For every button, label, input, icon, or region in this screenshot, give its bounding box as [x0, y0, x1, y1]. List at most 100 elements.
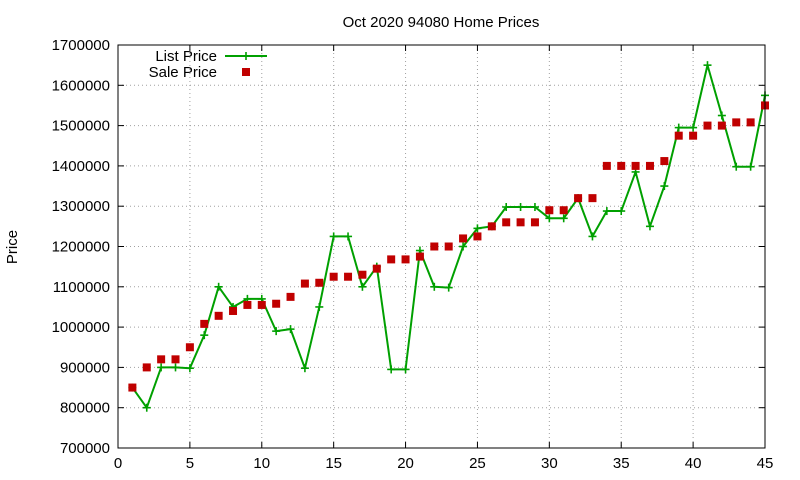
sale-price-point — [200, 319, 209, 328]
sale-price-point — [631, 161, 640, 170]
list-price-point — [746, 162, 755, 171]
legend-marker-list-price — [242, 52, 250, 60]
sale-price-point — [171, 355, 180, 364]
list-price-point — [645, 222, 654, 231]
list-price-point — [200, 331, 209, 340]
sale-price-point — [157, 355, 166, 364]
sale-price-point — [502, 218, 511, 227]
list-price-point — [602, 207, 611, 216]
y-tick-label: 1600000 — [52, 77, 110, 94]
list-price-point — [660, 182, 669, 191]
series-line-list-price — [131, 64, 766, 409]
x-tick-label: 30 — [541, 455, 558, 472]
sale-price-point — [430, 242, 439, 251]
x-tick-label: 40 — [685, 455, 702, 472]
y-tick-label: 1400000 — [52, 158, 110, 175]
list-price-point — [272, 327, 281, 336]
sale-price-point — [128, 383, 137, 392]
list-price-point — [459, 242, 468, 251]
sale-price-point — [344, 272, 353, 281]
sale-price-point — [459, 234, 468, 243]
y-tick-label: 800000 — [60, 400, 110, 417]
sale-price-point — [545, 206, 554, 215]
list-price-point — [516, 203, 525, 212]
list-price-point — [559, 214, 568, 223]
sale-price-point — [689, 131, 698, 140]
sale-price-point — [617, 161, 626, 170]
list-price-point — [502, 203, 511, 212]
sale-price-point — [401, 255, 410, 264]
x-tick-label: 5 — [186, 455, 194, 472]
sale-price-point — [300, 279, 309, 288]
list-price-point — [717, 111, 726, 120]
sale-price-point — [444, 242, 453, 251]
sale-price-point — [574, 194, 583, 203]
list-price-point — [473, 224, 482, 233]
sale-price-point — [243, 300, 252, 309]
sale-price-point — [746, 118, 755, 127]
list-price-point — [617, 207, 626, 216]
sale-price-point — [415, 252, 424, 261]
list-price-point — [530, 203, 539, 212]
sale-price-point — [329, 272, 338, 281]
sale-price-point — [286, 292, 295, 301]
y-tick-label: 700000 — [60, 440, 110, 457]
sale-price-point — [530, 218, 539, 227]
plot-frame — [117, 44, 766, 449]
sale-price-point — [717, 121, 726, 130]
y-axis-label: Price — [4, 230, 21, 264]
sale-price-point — [645, 161, 654, 170]
list-price-point — [674, 123, 683, 132]
list-price-point — [185, 364, 194, 373]
sale-price-point — [358, 270, 367, 279]
sale-price-point — [315, 278, 324, 287]
sale-price-point — [387, 255, 396, 264]
list-price-point — [344, 232, 353, 241]
y-tick-label: 1000000 — [52, 319, 110, 336]
list-price-point — [444, 283, 453, 292]
x-tick-label: 35 — [613, 455, 630, 472]
sale-price-point — [142, 363, 151, 372]
list-price-point — [157, 363, 166, 372]
y-tick-label: 900000 — [60, 359, 110, 376]
list-price-point — [703, 61, 712, 70]
legend-label-sale-price: Sale Price — [149, 64, 217, 81]
list-price-point — [358, 282, 367, 291]
list-price-point — [286, 325, 295, 334]
list-price-point — [401, 365, 410, 374]
sale-price-point — [272, 299, 281, 308]
y-tick-label: 1100000 — [53, 279, 110, 296]
y-tick-label: 1200000 — [52, 239, 110, 256]
x-tick-label: 45 — [757, 455, 774, 472]
axis-ticks: 0 5 10 15 20 25 30 35 40 45 700000 800000 900000 1000… — [52, 37, 774, 472]
plot-area — [128, 61, 769, 412]
grid — [118, 45, 765, 448]
y-tick-label: 1500000 — [52, 118, 110, 135]
x-tick-label: 20 — [397, 455, 414, 472]
x-tick-label: 10 — [253, 455, 270, 472]
legend-swatch-sale-price — [242, 68, 250, 76]
sale-price-point — [703, 121, 712, 130]
chart-title: Oct 2020 94080 Home Prices — [343, 14, 540, 31]
sale-price-point — [185, 343, 194, 352]
list-price-point — [171, 363, 180, 372]
list-price-point — [545, 214, 554, 223]
legend: List Price Sale Price — [149, 48, 267, 81]
sale-price-point — [257, 300, 266, 309]
x-tick-label: 15 — [325, 455, 342, 472]
list-price-point — [588, 232, 597, 241]
x-tick-label: 0 — [114, 455, 122, 472]
sale-price-point — [660, 157, 669, 166]
list-price-point — [732, 162, 741, 171]
sale-price-point — [372, 264, 381, 273]
list-price-point — [329, 232, 338, 241]
sale-price-point — [674, 131, 683, 140]
sale-price-point — [588, 194, 597, 203]
list-price-point — [214, 282, 223, 291]
list-price-point — [300, 364, 309, 373]
list-price-point — [430, 282, 439, 291]
y-tick-label: 1300000 — [52, 198, 110, 215]
legend-label-list-price: List Price — [155, 48, 217, 65]
list-price-point — [387, 365, 396, 374]
list-price-point — [689, 123, 698, 132]
